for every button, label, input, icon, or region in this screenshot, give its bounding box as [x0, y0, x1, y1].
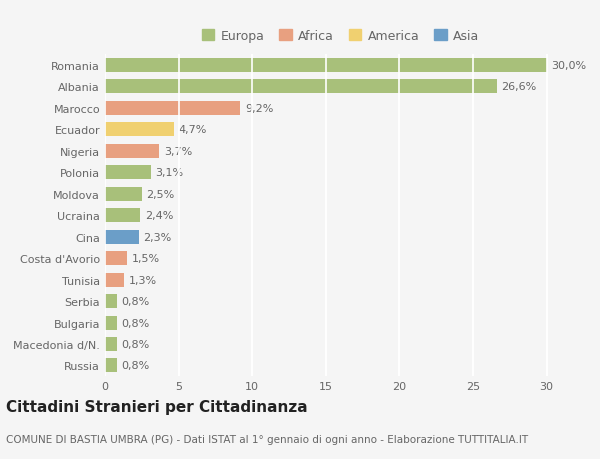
Legend: Europa, Africa, America, Asia: Europa, Africa, America, Asia	[202, 29, 479, 42]
Text: 3,1%: 3,1%	[155, 168, 183, 178]
Bar	[105, 209, 140, 223]
Bar	[105, 166, 151, 180]
Text: 30,0%: 30,0%	[551, 61, 586, 71]
Bar	[105, 359, 117, 373]
Bar	[105, 123, 174, 137]
Text: 3,7%: 3,7%	[164, 146, 192, 157]
Text: 0,8%: 0,8%	[121, 297, 149, 307]
Bar	[105, 230, 139, 244]
Text: 2,3%: 2,3%	[143, 232, 172, 242]
Text: 1,3%: 1,3%	[128, 275, 157, 285]
Text: 0,8%: 0,8%	[121, 339, 149, 349]
Text: 26,6%: 26,6%	[501, 82, 536, 92]
Bar	[105, 59, 547, 73]
Text: 2,4%: 2,4%	[145, 211, 173, 221]
Text: COMUNE DI BASTIA UMBRA (PG) - Dati ISTAT al 1° gennaio di ogni anno - Elaborazio: COMUNE DI BASTIA UMBRA (PG) - Dati ISTAT…	[6, 434, 528, 444]
Bar	[105, 80, 497, 94]
Text: 0,8%: 0,8%	[121, 361, 149, 371]
Bar	[105, 337, 117, 351]
Bar	[105, 295, 117, 308]
Text: Cittadini Stranieri per Cittadinanza: Cittadini Stranieri per Cittadinanza	[6, 399, 308, 414]
Bar	[105, 273, 124, 287]
Bar	[105, 102, 241, 116]
Text: 1,5%: 1,5%	[131, 253, 160, 263]
Bar	[105, 187, 142, 202]
Text: 4,7%: 4,7%	[179, 125, 207, 135]
Text: 9,2%: 9,2%	[245, 104, 273, 114]
Text: 0,8%: 0,8%	[121, 318, 149, 328]
Bar	[105, 145, 160, 158]
Bar	[105, 316, 117, 330]
Text: 2,5%: 2,5%	[146, 189, 175, 199]
Bar	[105, 252, 127, 265]
